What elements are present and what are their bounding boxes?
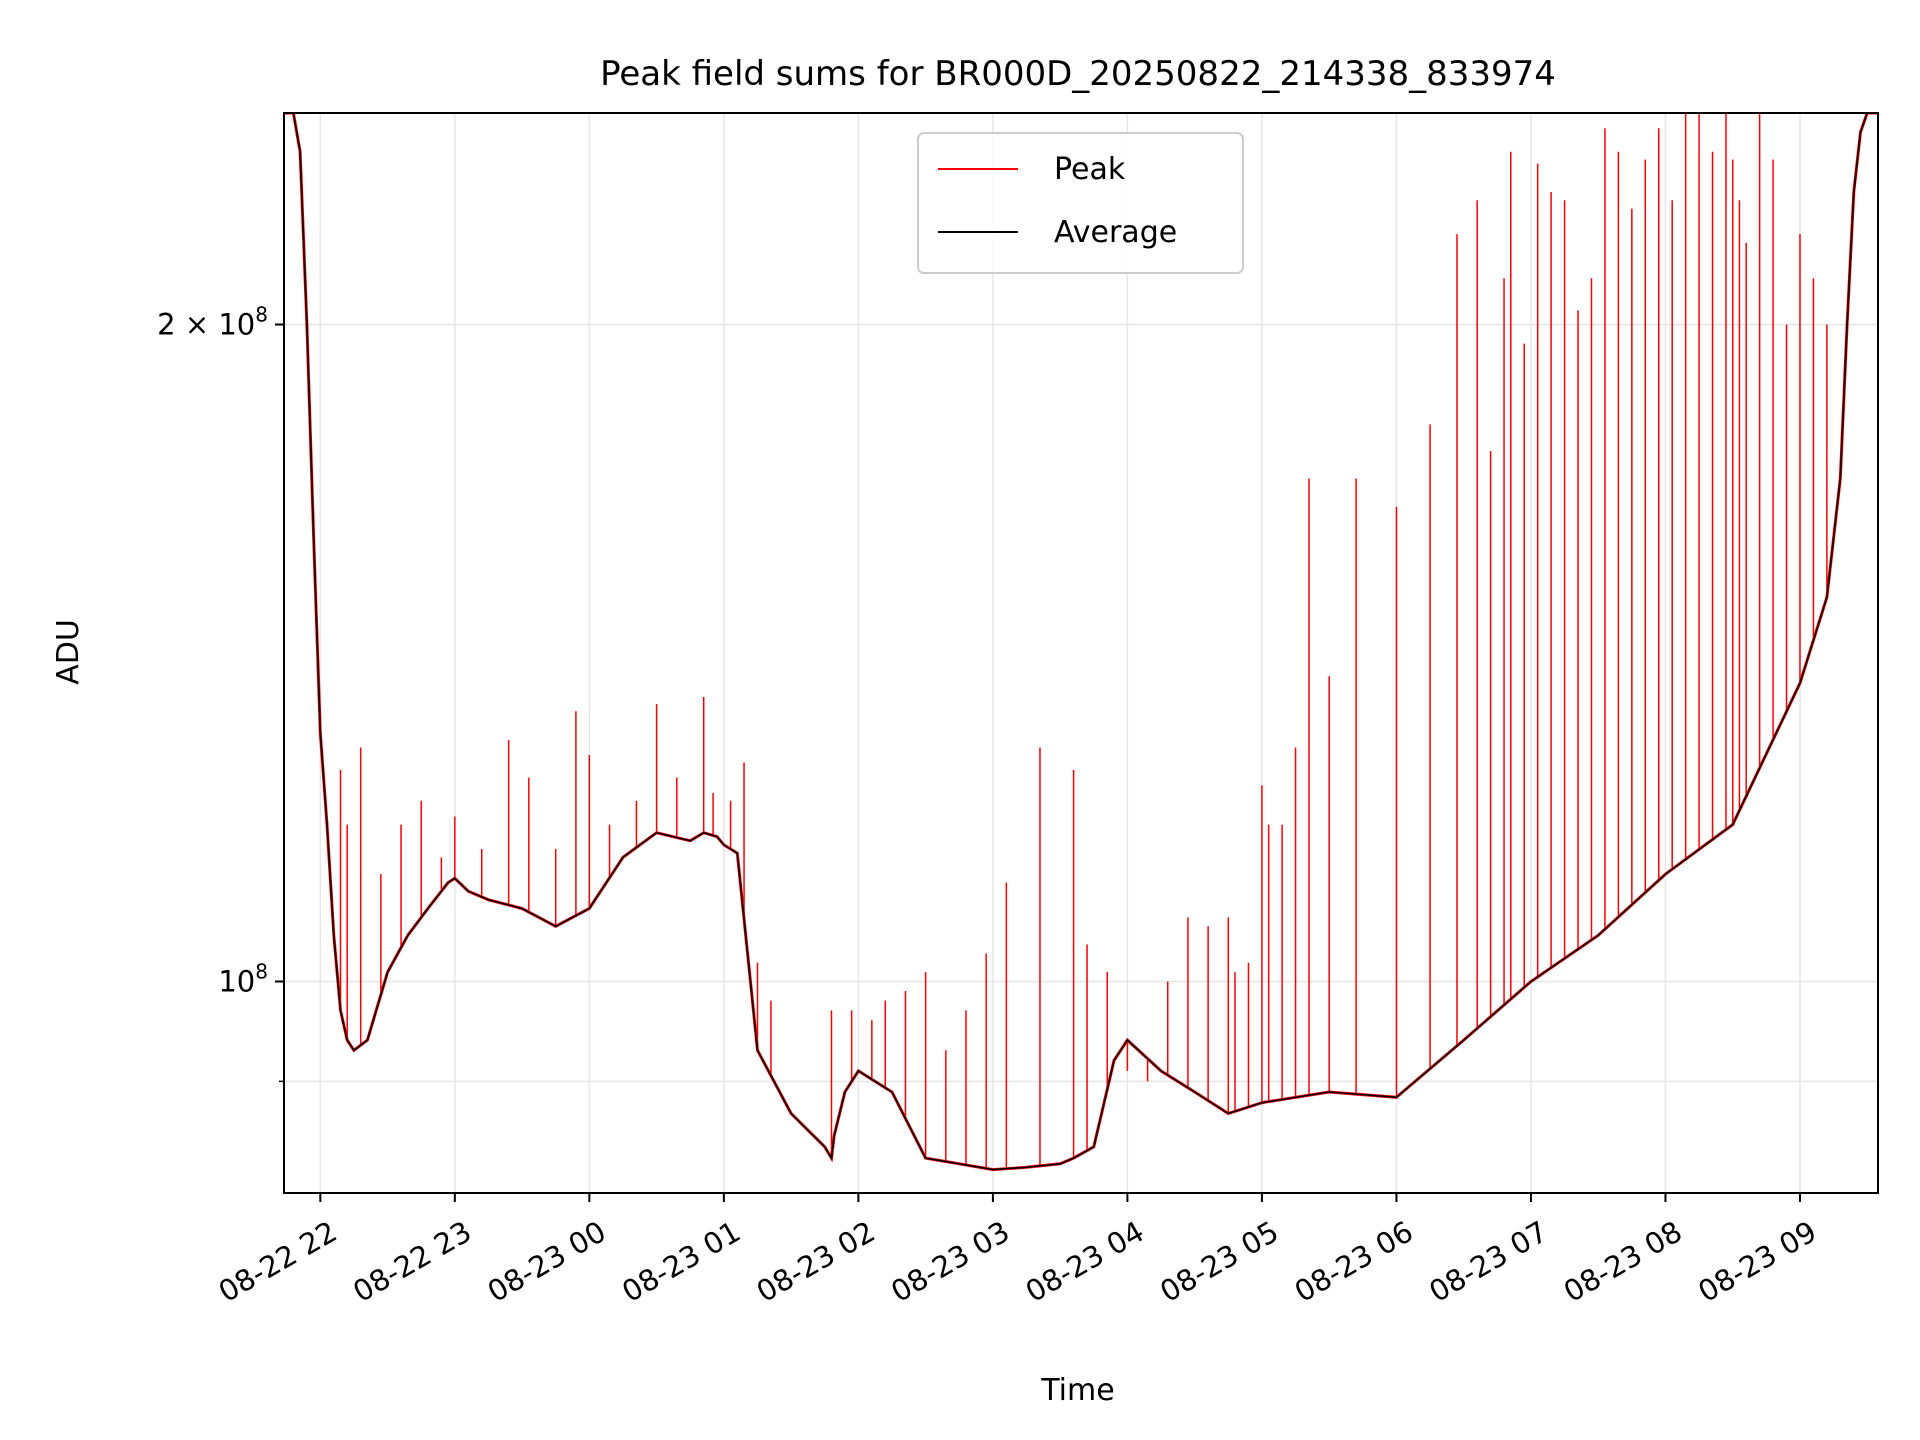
average-series-line [284, 113, 1878, 1171]
legend-label: Peak [1054, 152, 1126, 187]
y-axis-label: ADU [51, 619, 86, 685]
y-tick-label: 2 × 108 [157, 303, 268, 342]
x-axis-label: Time [1040, 1373, 1114, 1408]
legend-label: Average [1054, 215, 1177, 250]
axes-frame [283, 112, 1879, 1194]
chart-title: Peak field sums for BR000D_20250822_2143… [600, 54, 1556, 94]
